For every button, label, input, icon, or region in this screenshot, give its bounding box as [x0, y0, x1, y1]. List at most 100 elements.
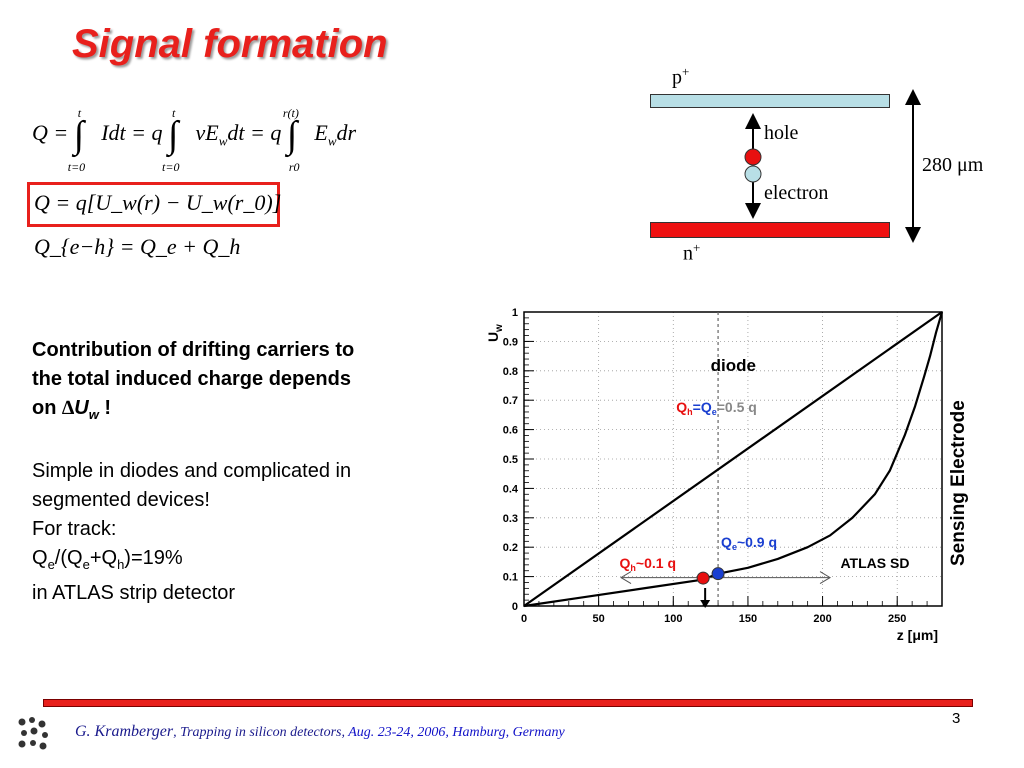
y-tick-label: 0.6	[503, 425, 518, 437]
footer-event: Aug. 23-24, 2006, Hamburg, Germany	[348, 725, 565, 740]
ratio-h: h	[117, 557, 125, 572]
equation-weighting-potential: Q = q[U_w(r) − U_w(r_0)]	[34, 190, 281, 216]
y-tick-label: 0.2	[503, 542, 518, 554]
electron-marker	[711, 567, 725, 581]
logo-icon	[18, 717, 48, 750]
contribution-line-3: on ∆Uw !	[32, 394, 482, 429]
y-axis-label-sub: w	[494, 324, 505, 333]
eq1-term3-tail: dr	[336, 120, 357, 146]
eq2-text: Q = q[U_w(r) − U_w(r_0)]	[34, 190, 282, 215]
y-tick-label: 0.8	[503, 366, 518, 378]
range-arrow-left	[620, 571, 632, 585]
x-tick-label: 200	[813, 613, 831, 625]
contribution-suffix: !	[98, 397, 112, 419]
eq1-lim2-upper: t	[172, 106, 176, 120]
ratio-e2: e	[82, 557, 90, 572]
u-symbol: U	[74, 397, 89, 419]
x-tick-label: 0	[521, 613, 527, 625]
eq3-text: Q_{e−h} = Q_e + Q_h	[34, 234, 241, 259]
x-tick-label: 50	[593, 613, 605, 625]
eq1-lim2-lower: t=0	[162, 160, 180, 174]
footer-divider	[43, 699, 973, 707]
chart-axes: 0 0.1 0.2 0.3 0.4 0.5 0.6 0.7 0.8 0.9 1 0 50 100 150 20…	[485, 307, 943, 643]
ratio-tail: )=19%	[124, 547, 183, 569]
sensing-electrode-label: Sensing Electrode	[948, 400, 969, 566]
highlight-box	[27, 182, 280, 227]
y-tick-label: 0.1	[503, 572, 518, 584]
p-plus-label: p+	[672, 64, 689, 90]
contribution-line-1: Contribution of drifting carriers to	[32, 339, 355, 361]
eq1-lhs: Q =	[32, 120, 69, 146]
y-tick-label: 0.7	[503, 395, 518, 407]
atlas-sd-label: ATLAS SD	[840, 555, 909, 571]
range-arrow-right	[819, 571, 832, 585]
series-line-1	[523, 311, 944, 608]
series-line-0	[523, 311, 943, 607]
n-plus-label: n+	[683, 240, 700, 266]
eq1-term2: vE	[195, 120, 219, 146]
y-tick-label: 0.9	[503, 336, 518, 348]
p-plate	[650, 94, 890, 108]
charge-ratio: Qe/(Qe+Qh)=19%	[32, 544, 482, 579]
hole-label: hole	[764, 122, 799, 144]
hole-start-arrowhead	[700, 600, 711, 608]
eq1-lim3-upper: r(t)	[282, 106, 299, 120]
y-tick-label: 0.4	[503, 483, 519, 495]
eq1-term1: Idt = q	[101, 120, 163, 146]
y-tick-label: 0.3	[503, 513, 518, 525]
diode-equal-split-label: Qh=Qe=0.5 q	[676, 399, 757, 417]
explanation-text: Contribution of drifting carriers to the…	[32, 336, 482, 608]
qh-label: Qh~0.1 q	[620, 555, 676, 573]
n-plate	[650, 222, 890, 238]
eq1-term2-tail: dt = q	[227, 120, 282, 146]
x-tick-label: 250	[888, 613, 906, 625]
weighting-potential-chart: 0 0.1 0.2 0.3 0.4 0.5 0.6 0.7 0.8 0.9 1 0 50 100 150 20…	[485, 307, 969, 643]
for-track-label: For track:	[32, 518, 117, 540]
y-tick-label: 0.5	[503, 454, 518, 466]
contribution-statement: Contribution of drifting carriers to the…	[32, 336, 482, 429]
x-tick-label: 100	[664, 613, 682, 625]
x-axis-label: z [μm]	[897, 627, 938, 643]
electron-carrier	[744, 165, 762, 183]
electron-label: electron	[764, 182, 829, 204]
diode-label: diode	[711, 356, 756, 375]
delta-symbol: ∆	[62, 397, 75, 419]
chart-series	[523, 311, 944, 608]
contribution-prefix: on	[32, 397, 62, 419]
simple-line-1: Simple in diodes and complicated in	[32, 460, 352, 482]
y-tick-label: 1	[512, 307, 518, 319]
hole-carrier	[744, 148, 762, 166]
eq1-term3-sub: w	[327, 133, 337, 149]
contribution-line-2: the total induced charge depends	[32, 368, 351, 390]
carrier-diagram	[744, 89, 921, 243]
ratio-plus: +Q	[89, 547, 118, 569]
eq1-lim1-upper: t	[77, 106, 82, 120]
chart-grid	[524, 312, 942, 606]
footer-author: G. Kramberger	[75, 723, 174, 740]
y-tick-label: 0	[512, 601, 518, 613]
ratio-e1: e	[47, 557, 55, 572]
eq1-lim3-lower: r0	[288, 160, 300, 174]
eq1-term3: E	[314, 120, 328, 146]
equation-charge-integral: Q = ∫ t t=0 Idt = q ∫ t t=0 vEwdt = q ∫ …	[32, 106, 357, 174]
ratio-mid: /(Q	[54, 547, 83, 569]
y-axis-label: U	[485, 332, 501, 342]
ratio-q1: Q	[32, 547, 48, 569]
n-sup: +	[693, 240, 701, 255]
qe-label: Qe~0.9 q	[721, 534, 777, 552]
footer-talk: , Trapping in silicon detectors,	[173, 725, 349, 740]
slide-title: Signal formation	[72, 22, 388, 66]
hole-marker	[696, 571, 710, 585]
p-label: p	[672, 66, 682, 89]
w-subscript: w	[88, 407, 99, 422]
atlas-line: in ATLAS strip detector	[32, 582, 236, 604]
x-tick-label: 150	[739, 613, 757, 625]
slide-number: 3	[952, 710, 961, 727]
thickness-label: 280 μm	[922, 154, 984, 176]
equation-charge-sum: Q_{e−h} = Q_e + Q_h	[34, 234, 240, 260]
p-sup: +	[682, 64, 690, 79]
n-label: n	[683, 242, 693, 265]
eq1-term2-sub: w	[218, 133, 228, 149]
eq1-lim1-lower: t=0	[67, 160, 86, 174]
chart-annotations: diode Qh=Qe=0.5 q Qe~0.9 q Qh~0.1 q ATLAS SD…	[620, 356, 969, 608]
